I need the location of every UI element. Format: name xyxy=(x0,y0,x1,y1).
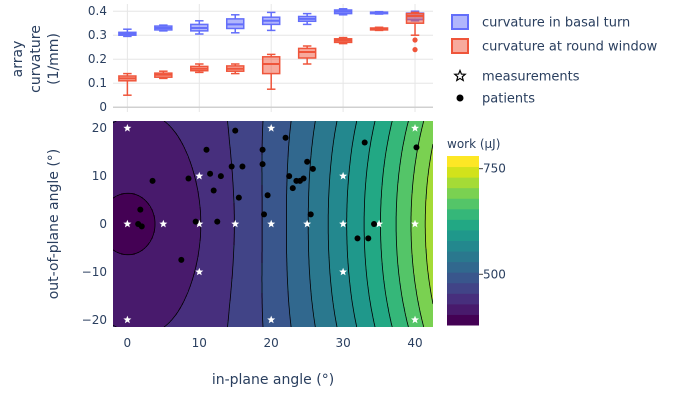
box-plot-y-tick-label: 0.3 xyxy=(88,28,107,42)
box-plot-y-tick-label: 0.2 xyxy=(88,52,107,66)
box-plot-y-tick-label: 0 xyxy=(99,100,107,114)
box-plot-y-axis-title-line3: (1/mm) xyxy=(46,33,62,85)
box-plot-y-tick-label: 0.1 xyxy=(88,76,107,90)
box-outlier xyxy=(412,37,417,42)
box-iqr xyxy=(263,57,280,74)
box-outlier xyxy=(412,47,417,52)
box-plot-y-axis-title-line1: array xyxy=(10,41,26,78)
box-iqr xyxy=(299,48,316,58)
box-plot-panel: 0 0.1 0.2 0.3 0.4 array curvature (1/mm) xyxy=(10,4,433,114)
box-plot-y-axis-title-line2: curvature xyxy=(28,25,44,93)
box-plot-y-tick-labels: 0 0.1 0.2 0.3 0.4 xyxy=(88,4,107,114)
box-plot-y-tick-label: 0.4 xyxy=(88,4,107,18)
